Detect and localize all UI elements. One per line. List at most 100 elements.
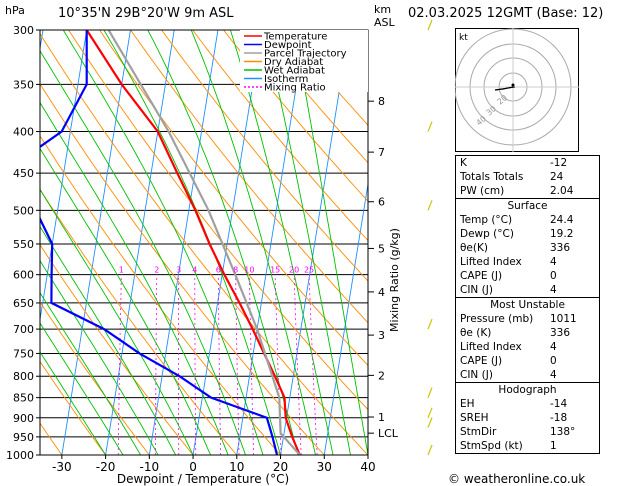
wind-barb	[427, 407, 433, 419]
pressure-tick-label: 450	[13, 167, 34, 180]
dry-adiabat	[99, 30, 368, 367]
wet-adiabat	[190, 30, 316, 455]
dry-adiabat	[68, 30, 368, 411]
wet-adiabat	[103, 30, 281, 455]
hodograph-value: -14	[550, 398, 568, 410]
most-unstable-label: CAPE (J)	[460, 355, 503, 367]
wet-adiabat	[40, 49, 246, 455]
dry-adiabat	[40, 135, 281, 455]
pressure-tick-label: 650	[13, 297, 34, 310]
surface-row: CIN (J) 4	[456, 283, 599, 297]
location-title: 10°35'N 29B°20'W 9m ASL	[58, 6, 234, 21]
km-tick-label: 5	[378, 242, 385, 255]
pressure-tick-label: 800	[13, 370, 34, 383]
mixing-ratio-label: 6	[216, 266, 221, 275]
wet-adiabat	[263, 30, 351, 455]
isotherm	[192, 30, 263, 455]
index-value: 2.04	[550, 185, 574, 197]
wet-adiabat	[40, 322, 124, 455]
dry-adiabat	[161, 30, 368, 282]
surface-value: 19.2	[550, 228, 574, 240]
mixing-ratio-label: 4	[192, 266, 197, 275]
surface-row: Temp (°C) 24.4	[456, 213, 599, 227]
wind-barb	[427, 444, 433, 456]
pressure-tick-label: 850	[13, 392, 34, 405]
pressure-tick-label: 350	[13, 78, 34, 91]
km-tick-label: 3	[378, 329, 385, 342]
mixing-ratio-label: 3	[176, 266, 181, 275]
most-unstable-value: 0	[550, 355, 557, 367]
pressure-tick-label: 300	[13, 24, 34, 37]
surface-row: Dewp (°C) 19.2	[456, 227, 599, 241]
dry-adiabat	[130, 30, 368, 324]
most-unstable-row: CAPE (J) 0	[456, 354, 599, 368]
wet-adiabat	[293, 30, 368, 455]
wet-adiabat	[40, 101, 229, 455]
most-unstable-row: θe (K) 336	[456, 326, 599, 340]
hodograph-label: StmDir	[460, 426, 497, 438]
most-unstable-value: 4	[550, 369, 557, 381]
hodograph-title: Hodograph	[498, 384, 557, 396]
surface-row: θe(K) 336	[456, 241, 599, 255]
dry-adiabat	[223, 30, 368, 202]
index-value: 24	[550, 171, 564, 183]
pressure-tick-label: 400	[13, 126, 34, 139]
surface-label: θe(K)	[460, 242, 488, 254]
legend-entry: Temperature	[263, 32, 327, 43]
legend-entry: Dry Adiabat	[264, 57, 323, 68]
datetime-title: 02.03.2025 12GMT (Base: 12)	[408, 6, 604, 21]
hodograph-row: StmSpd (kt) 1	[456, 439, 599, 453]
km-tick-label: 2	[378, 369, 385, 382]
wet-adiabat	[40, 351, 106, 455]
mixing-ratio-line	[217, 274, 222, 455]
surface-row: Lifted Index 4	[456, 255, 599, 269]
surface-value: 0	[550, 270, 557, 282]
surface-label: CIN (J)	[460, 284, 493, 296]
km-tick-label: LCL	[378, 427, 399, 440]
mixing-ratio-label: 20	[289, 266, 299, 275]
wet-adiabat	[147, 30, 299, 455]
index-row: K -12	[456, 156, 599, 170]
surface-title: Surface	[507, 200, 548, 212]
x-tick-label: 10	[229, 460, 244, 474]
hodograph: kt 40 30 20	[455, 28, 579, 152]
km-label: km	[374, 3, 392, 16]
wind-barb	[427, 417, 433, 428]
x-axis-label: Dewpoint / Temperature (°C)	[117, 472, 289, 486]
index-row: Totals Totals 24	[456, 170, 599, 184]
pressure-tick-label: 700	[13, 323, 34, 336]
surface-value: 336	[550, 242, 571, 254]
mixing-ratio-label: 2	[154, 266, 159, 275]
wind-barb	[427, 19, 433, 31]
index-label: Totals Totals	[460, 171, 524, 183]
hodograph-label: SREH	[460, 412, 489, 424]
most-unstable-row: Pressure (mb) 1011	[456, 312, 599, 326]
km-tick-label: 6	[378, 196, 385, 209]
index-label: PW (cm)	[460, 185, 505, 197]
pressure-tick-label: 600	[13, 269, 34, 282]
surface-value: 4	[550, 284, 557, 296]
dry-adiabat	[192, 30, 368, 242]
surface-value: 4	[550, 256, 557, 268]
hpa-label: hPa	[5, 4, 25, 17]
pressure-tick-label: 550	[13, 238, 34, 251]
surface-label: Dewp (°C)	[460, 228, 514, 240]
hodograph-row: SREH -18	[456, 411, 599, 425]
plot-frame	[39, 29, 369, 456]
index-label: K	[460, 157, 467, 169]
mixing-ratio-label: 15	[270, 266, 280, 275]
dry-adiabat	[254, 30, 368, 164]
pressure-tick-label: 950	[13, 431, 34, 444]
isotherm	[148, 30, 219, 455]
legend-entry: Mixing Ratio	[264, 83, 326, 94]
wet-adiabat	[40, 188, 194, 455]
hodograph-section: Hodograph EH -14 SREH -18 StmDir 138° StmSpd (…	[456, 382, 599, 453]
surface-label: CAPE (J)	[460, 270, 503, 282]
dry-adiabat	[40, 32, 368, 455]
mixing-ratio-line	[117, 274, 122, 455]
x-tick-label: -20	[96, 460, 116, 474]
legend-entry: Isotherm	[264, 74, 308, 85]
wet-adiabat	[229, 30, 334, 455]
most-unstable-label: CIN (J)	[460, 369, 493, 381]
